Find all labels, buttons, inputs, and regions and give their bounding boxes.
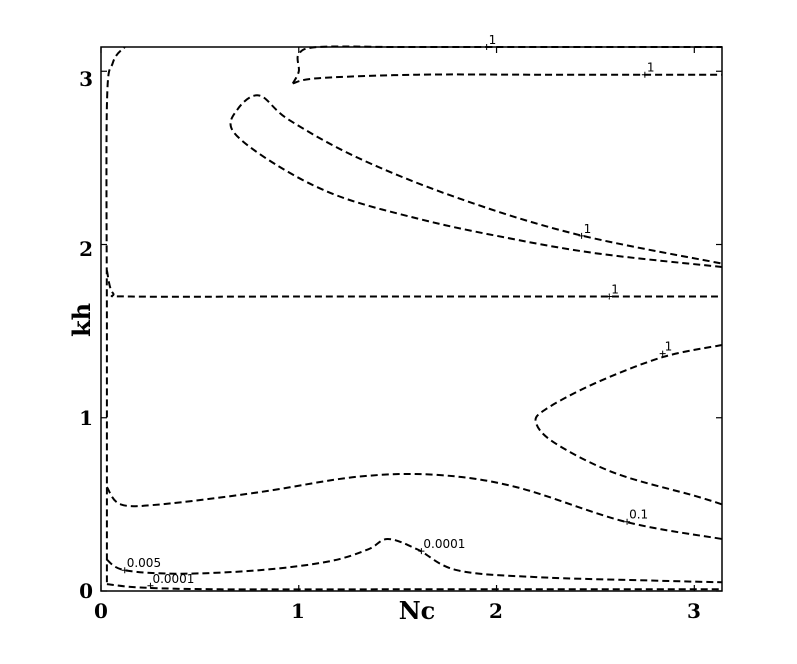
contour-label-5: 0.1 <box>629 508 648 522</box>
contour-label-marker <box>624 518 631 525</box>
contour-label-marker <box>606 293 613 300</box>
contour-line-0.0001-8 <box>106 583 722 591</box>
contour-label-marker <box>147 582 154 589</box>
y-axis-label: kh <box>67 303 96 337</box>
contour-line-1-4 <box>292 73 722 85</box>
contour-label-1: 1 <box>647 61 655 75</box>
y-tick-label-2: 2 <box>79 237 93 261</box>
contour-line-1-3 <box>291 45 722 84</box>
contour-label-4: 1 <box>665 340 673 354</box>
contour-line-0.005-7 <box>106 537 723 584</box>
x-tick-label-1: 1 <box>291 599 305 623</box>
x-tick-label-0: 0 <box>94 599 108 623</box>
contour-label-marker <box>578 232 585 239</box>
y-tick-label-0: 0 <box>79 579 93 603</box>
contour-label-0: 1 <box>489 33 497 47</box>
contour-label-marker <box>641 71 648 78</box>
contour-labels: 1 1 1 1 1 0.1 0.0001 0.005 0.0001 <box>121 33 673 589</box>
contour-label-7: 0.005 <box>127 556 161 570</box>
contour-line-1-2 <box>229 94 723 268</box>
contour-label-2: 1 <box>584 222 592 236</box>
contour-line-1-5 <box>534 344 723 506</box>
axis-ticks <box>100 47 722 592</box>
x-tick-label-3: 3 <box>687 599 701 623</box>
contour-label-3: 1 <box>611 282 619 296</box>
x-axis-label: Nc <box>399 596 436 625</box>
contour-label-marker <box>659 350 666 357</box>
contour-line-1-0 <box>105 46 126 583</box>
contour-line-0.1-6 <box>106 472 723 540</box>
contour-line-1-1 <box>105 270 722 298</box>
y-tick-label-1: 1 <box>79 406 93 430</box>
y-tick-label-3: 3 <box>79 67 93 91</box>
contour-label-6: 0.0001 <box>423 537 465 551</box>
contour-label-marker <box>121 567 128 574</box>
contour-label-8: 0.0001 <box>152 572 194 586</box>
plot-frame <box>100 46 723 592</box>
contour-label-marker <box>418 548 425 555</box>
x-tick-label-2: 2 <box>489 599 503 623</box>
